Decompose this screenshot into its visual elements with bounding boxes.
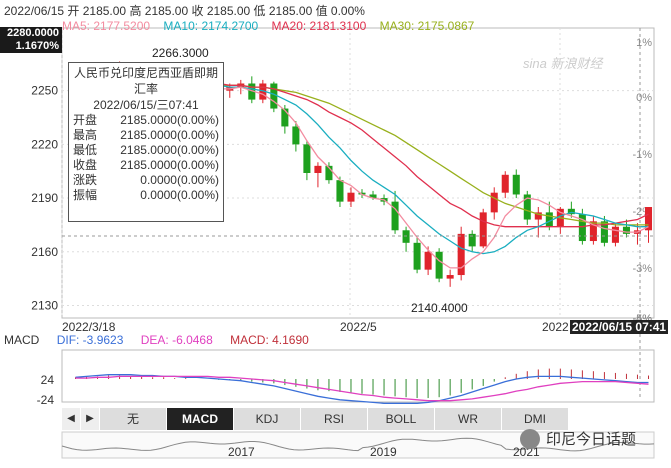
- tab-kdj[interactable]: KDJ: [234, 408, 301, 430]
- overview-line: [61, 437, 655, 452]
- candle-body: [534, 212, 542, 220]
- indicator-tabbar: ◀ ▶ 无 MACD KDJ RSI BOLL WR DMI: [62, 408, 569, 430]
- x-tick-label: 2022/3/18: [62, 320, 116, 334]
- ma30-label: MA30: 2175.0867: [379, 19, 475, 33]
- peak-label: 2266.3000: [152, 46, 209, 60]
- candle-body: [391, 201, 399, 231]
- candle-body: [259, 83, 267, 100]
- overview-year-label: 2017: [228, 445, 255, 459]
- candle-body: [314, 165, 322, 173]
- candle-body: [270, 83, 278, 109]
- y-tick-label: 2190: [31, 191, 58, 205]
- candle-body: [347, 192, 355, 202]
- ohlc-tooltip: 人民币兑印度尼西亚盾即期汇率 2022/06/15/三07:41 开盘 2185.…: [68, 62, 224, 222]
- candle-body: [358, 192, 366, 195]
- candle-body: [457, 233, 465, 276]
- candle-body: [402, 230, 410, 243]
- candle-body: [611, 226, 619, 243]
- candle-body: [600, 221, 608, 243]
- y-tick-label: 2250: [31, 84, 58, 98]
- ma5-label: MA5: 2177.5200: [62, 19, 151, 33]
- macd-value-label: MACD: 4.1690: [230, 333, 309, 347]
- candle-body: [248, 83, 256, 100]
- candle-body: [644, 207, 653, 231]
- tooltip-row-amplitude: 振幅 0.0000(0.00%): [73, 188, 219, 202]
- candle-body: [523, 194, 531, 220]
- tooltip-row-close: 收盘 2185.0000(0.00%): [73, 158, 219, 172]
- candle-body: [589, 221, 597, 242]
- y-price-tag: 2280.0000: [0, 27, 62, 40]
- y-pct-tag: 1.1670%: [0, 40, 62, 53]
- candle-body: [479, 212, 487, 247]
- pct-tick-label: 1%: [636, 37, 652, 49]
- candle-body: [303, 144, 311, 173]
- trough-label: 2140.4000: [411, 301, 468, 315]
- candle-body: [435, 251, 443, 279]
- wechat-label: 印尼今日话题: [546, 431, 637, 448]
- candle-body: [468, 233, 476, 247]
- ma-legend: MA5: 2177.5200 MA10: 2174.2700 MA20: 218…: [62, 19, 484, 33]
- macd-legend: MACD DIF: -3.9623 DEA: -6.0468 MACD: 4.1…: [4, 333, 323, 347]
- crosshair-date-tag: 2022/06/15 07:41: [570, 320, 669, 334]
- candle-body: [545, 212, 553, 227]
- dea-label: DEA: -6.0468: [140, 333, 213, 347]
- candle-body: [292, 126, 300, 145]
- y-tick-label: 2160: [31, 245, 58, 259]
- tab-wr[interactable]: WR: [435, 408, 502, 430]
- overview-year-label: 2021: [513, 445, 540, 459]
- header-ohlc: 2022/06/15 开 2185.00 高 2185.00 收 2185.00…: [4, 4, 365, 18]
- y-tick-label: 2130: [31, 298, 58, 312]
- overview-year-label: 2019: [370, 445, 397, 459]
- tooltip-title: 人民币兑印度尼西亚盾即期汇率: [73, 66, 218, 96]
- pct-tick-label: 0%: [636, 92, 652, 104]
- pct-tick-label: -1%: [632, 149, 652, 161]
- tooltip-row-change: 涨跌 0.0000(0.00%): [73, 173, 219, 187]
- candle-body: [281, 108, 289, 127]
- sina-watermark: sina 新浪财经: [523, 56, 603, 71]
- macd-tick: 24: [41, 373, 55, 387]
- candle-body: [336, 180, 344, 202]
- tab-none[interactable]: 无: [100, 408, 167, 430]
- y-tick-label: 2220: [31, 137, 58, 151]
- candle-body: [325, 165, 333, 181]
- tooltip-row-high: 最高 2185.0000(0.00%): [73, 128, 219, 142]
- wechat-icon: [520, 428, 540, 449]
- candle-body: [413, 242, 421, 270]
- tab-rsi[interactable]: RSI: [301, 408, 368, 430]
- candle-body: [369, 194, 377, 199]
- overview-frame: [61, 431, 655, 459]
- macd-frame: [61, 349, 655, 403]
- wechat-badge: 印尼今日话题: [520, 428, 636, 449]
- tab-boll[interactable]: BOLL: [368, 408, 435, 430]
- tab-prev-button[interactable]: ◀: [62, 408, 80, 430]
- candle-body: [578, 214, 586, 242]
- candle-body: [501, 174, 509, 193]
- tooltip-row-open: 开盘 2185.0000(0.00%): [73, 113, 219, 127]
- x-tick-label: 2022: [542, 320, 569, 334]
- tab-macd[interactable]: MACD: [167, 408, 234, 430]
- dea-line: [75, 375, 649, 402]
- macd-tick: -24: [37, 393, 55, 407]
- candle-body: [512, 174, 520, 195]
- tooltip-row-low: 最低 2185.0000(0.00%): [73, 143, 219, 157]
- pct-tick-label: -3%: [632, 263, 652, 275]
- candle-body: [424, 251, 432, 270]
- candle-body: [446, 275, 454, 279]
- dif-label: DIF: -3.9623: [56, 333, 124, 347]
- ma20-label: MA20: 2181.3100: [271, 19, 367, 33]
- candle-body: [622, 226, 630, 234]
- tab-next-button[interactable]: ▶: [81, 408, 99, 430]
- ma10-label: MA10: 2174.2700: [163, 19, 259, 33]
- candle-body: [490, 192, 498, 213]
- macd-title: MACD: [4, 333, 40, 347]
- candle-body: [567, 208, 575, 215]
- x-tick-label: 2022/5: [340, 320, 377, 334]
- tooltip-time: 2022/06/15/三07:41: [93, 98, 199, 112]
- tab-dmi[interactable]: DMI: [502, 408, 569, 430]
